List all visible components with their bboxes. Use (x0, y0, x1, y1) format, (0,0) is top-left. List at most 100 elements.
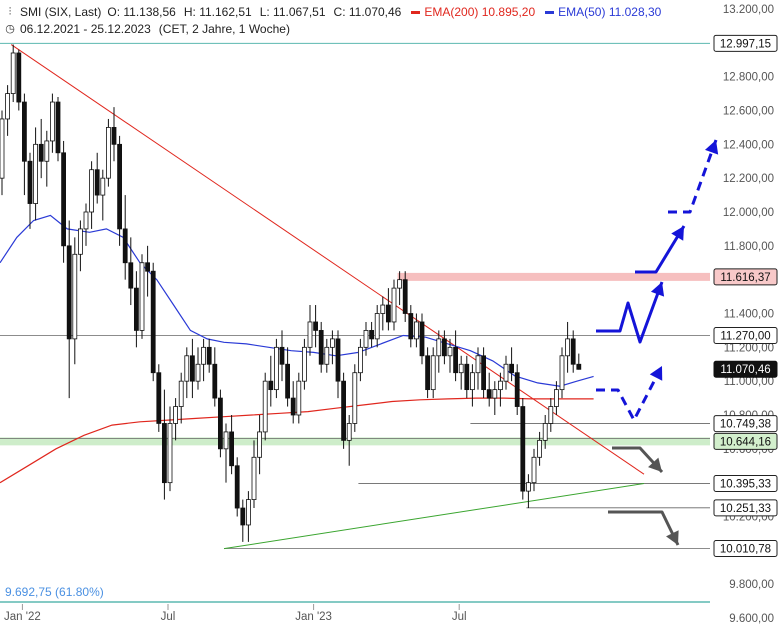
candle-body (257, 431, 263, 458)
candle (223, 423, 229, 483)
candle (380, 296, 386, 331)
candle-body (223, 431, 229, 450)
candle-body (145, 262, 151, 272)
candlestick-chart-icon[interactable]: ⫶ (8, 6, 12, 18)
candle-body (279, 346, 285, 365)
candle-body (542, 423, 548, 441)
candle (184, 347, 190, 399)
y-tick-label: 12.600,00 (723, 106, 774, 118)
candle (257, 415, 263, 475)
candle (313, 305, 319, 348)
candle (324, 338, 330, 373)
candle-body (329, 338, 335, 348)
candle (189, 338, 195, 399)
candle (357, 338, 363, 382)
candle-body (576, 363, 582, 370)
candle (279, 330, 285, 382)
candle (570, 330, 576, 373)
candle-body (94, 169, 100, 196)
candle-body (78, 228, 83, 255)
candle-body (167, 423, 173, 484)
candle (565, 321, 570, 373)
candle (234, 457, 240, 517)
x-tick-label: Jul (161, 611, 176, 623)
candle (240, 499, 246, 542)
x-tick-label: Jan '23 (295, 611, 332, 623)
candle-body (380, 304, 386, 314)
price-level-text: 10.644,16 (720, 436, 771, 448)
candle-body (570, 338, 576, 365)
price-level-text: 11.616,37 (720, 272, 770, 284)
candle (206, 338, 212, 373)
candle (369, 321, 375, 348)
candle (531, 448, 537, 492)
y-tick-label: 12.800,00 (723, 72, 774, 84)
candle-body (402, 279, 408, 314)
candle-body (352, 372, 358, 424)
price-level-box (713, 360, 778, 378)
candle-body (526, 482, 531, 492)
candle-body (419, 321, 425, 357)
candle-body (481, 355, 487, 391)
candle-body (201, 346, 207, 365)
candle-body (83, 211, 89, 230)
candle-body (55, 101, 61, 154)
candle (150, 262, 156, 382)
candle (453, 330, 459, 382)
candle-body (559, 355, 565, 391)
price-level-label: 11.616,37 (713, 268, 778, 286)
candle (245, 491, 251, 542)
price-level-label: 10.749,38 (713, 415, 778, 433)
y-tick-label: 11.000,00 (724, 376, 774, 388)
candle-body (66, 245, 72, 340)
candle (262, 372, 268, 441)
candle-body (458, 363, 464, 374)
candle (475, 347, 481, 390)
candle (83, 203, 89, 246)
candle (290, 381, 296, 424)
price-level-box (713, 268, 778, 286)
candle-body (436, 338, 442, 357)
candle-body (301, 346, 307, 382)
candle-body (509, 363, 515, 374)
candle (296, 372, 302, 424)
price-level-box (713, 540, 778, 558)
candle-body (369, 330, 375, 340)
price-level-label: 11.070,46 (713, 360, 778, 378)
price-level-text: 11.270,00 (720, 330, 770, 342)
price-level-box (713, 415, 778, 433)
candle (503, 355, 509, 390)
ema200-label: EMA(200) (424, 5, 479, 19)
candle-body (447, 346, 453, 357)
forecast-arrow-down-1-head (648, 457, 662, 472)
forecast-arrow-dashed-mid-head (649, 366, 663, 381)
candle (145, 245, 151, 297)
candle-body (251, 456, 257, 500)
candle (486, 372, 492, 407)
candle (33, 127, 38, 221)
header-row-range: ◷ 06.12.2021 - 25.12.2023 (CET, 2 Jahre,… (4, 21, 661, 38)
trendline-red (10, 44, 645, 475)
candle-body (44, 140, 50, 162)
candle-body (16, 52, 22, 103)
candle-body (10, 52, 16, 94)
candle (66, 220, 72, 399)
candle (537, 431, 542, 466)
candle-body (173, 406, 179, 424)
candle (156, 364, 162, 432)
forecast-arrow-up (635, 225, 686, 274)
candle (335, 330, 341, 399)
candle-body (61, 152, 66, 247)
support-zone (0, 437, 710, 446)
candle-body (240, 507, 246, 526)
candle (385, 288, 391, 331)
candle-body (139, 262, 145, 331)
candle (117, 135, 122, 246)
price-level-text: 10.749,38 (720, 419, 771, 431)
candle (576, 353, 582, 370)
candle (520, 398, 526, 500)
candle (251, 440, 257, 509)
candle-body (178, 380, 184, 407)
date-range: 06.12.2021 - 25.12.2023 (20, 22, 151, 36)
